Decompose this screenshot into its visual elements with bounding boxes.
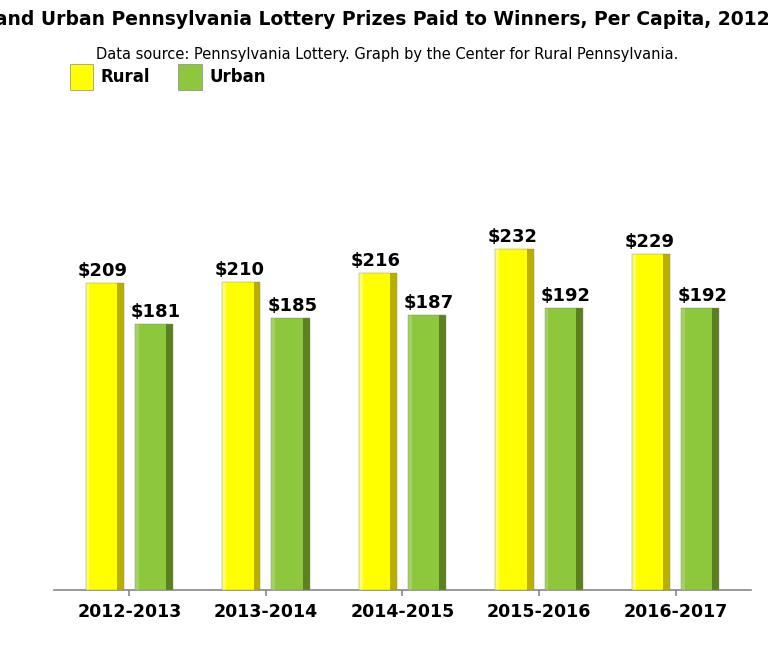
Bar: [495, 249, 533, 590]
Bar: [681, 308, 719, 590]
Text: Rural and Urban Pennsylvania Lottery Prizes Paid to Winners, Per Capita, 2012 - : Rural and Urban Pennsylvania Lottery Pri…: [0, 10, 774, 29]
Text: Data source: Pennsylvania Lottery. Graph by the Center for Rural Pennsylvania.: Data source: Pennsylvania Lottery. Graph…: [96, 47, 678, 62]
Bar: [632, 254, 663, 590]
Bar: [408, 316, 440, 590]
Bar: [272, 318, 310, 590]
Bar: [681, 308, 713, 590]
Text: $185: $185: [267, 297, 317, 316]
Text: $192: $192: [540, 287, 591, 305]
Text: $209: $209: [78, 262, 128, 280]
Bar: [222, 281, 254, 590]
Bar: [632, 254, 635, 590]
Text: $232: $232: [488, 228, 538, 247]
Bar: [303, 318, 310, 590]
Bar: [545, 308, 583, 590]
Bar: [222, 281, 226, 590]
Bar: [272, 318, 303, 590]
Bar: [135, 324, 173, 590]
Text: $216: $216: [351, 252, 401, 270]
Text: $192: $192: [677, 287, 727, 305]
Bar: [545, 308, 576, 590]
Bar: [272, 318, 276, 590]
Text: $187: $187: [404, 294, 454, 312]
Bar: [86, 283, 117, 590]
Bar: [713, 308, 719, 590]
Bar: [440, 316, 446, 590]
Text: Rural: Rural: [101, 68, 150, 86]
Bar: [681, 308, 685, 590]
Bar: [576, 308, 583, 590]
Bar: [408, 316, 446, 590]
Bar: [86, 283, 90, 590]
Bar: [495, 249, 499, 590]
Bar: [359, 273, 390, 590]
Bar: [632, 254, 670, 590]
Bar: [135, 324, 139, 590]
Bar: [222, 281, 260, 590]
Text: $229: $229: [624, 233, 674, 251]
Text: Urban: Urban: [209, 68, 265, 86]
Bar: [545, 308, 548, 590]
Text: $181: $181: [131, 304, 181, 321]
Bar: [166, 324, 173, 590]
Bar: [135, 324, 166, 590]
Bar: [86, 283, 124, 590]
Bar: [359, 273, 362, 590]
Bar: [408, 316, 412, 590]
Bar: [663, 254, 670, 590]
Bar: [254, 281, 260, 590]
Bar: [359, 273, 397, 590]
Bar: [527, 249, 533, 590]
Bar: [495, 249, 527, 590]
Text: $210: $210: [214, 261, 265, 279]
Bar: [117, 283, 124, 590]
Bar: [390, 273, 397, 590]
